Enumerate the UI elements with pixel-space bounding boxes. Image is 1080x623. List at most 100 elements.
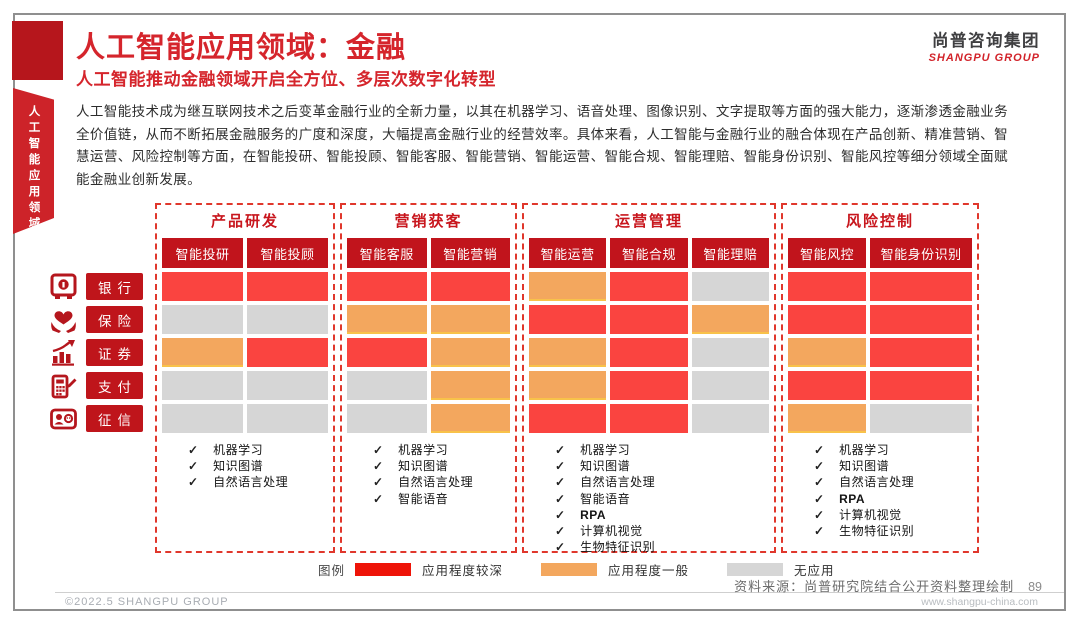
matrix-cell-row	[529, 272, 769, 301]
industry-row-label: 支付	[50, 371, 155, 400]
tech-item: ✓ 计算机视觉	[555, 523, 769, 539]
matrix-group: 产品研发 智能投研 智能投顾 ✓ 机器学习 ✓ 知识图谱 ✓ 自然语言处理	[155, 203, 335, 553]
column-header: 智能营销	[430, 238, 510, 268]
industry-label: 支付	[86, 372, 143, 399]
matrix-cell	[529, 338, 607, 367]
title-block: 人工智能应用领域：金融 人工智能推动金融领域开启全方位、多层次数字化转型	[76, 30, 496, 91]
copyright-text: ©2022.5 SHANGPU GROUP	[65, 596, 229, 608]
check-icon: ✓	[188, 459, 199, 474]
matrix-cell-row	[162, 305, 328, 334]
matrix-cell	[347, 404, 427, 433]
legend: 图例 应用程度较深 应用程度一般 无应用	[318, 560, 873, 579]
matrix-cell	[870, 371, 972, 400]
matrix-cell-row	[529, 404, 769, 433]
industry-label: 银行	[86, 273, 143, 300]
tech-item-label: RPA	[580, 507, 607, 522]
page-title: 人工智能应用领域：金融	[76, 32, 407, 64]
legend-label: 图例	[318, 564, 346, 578]
check-icon: ✓	[555, 524, 566, 539]
tech-item-label: 自然语言处理	[839, 475, 915, 490]
check-icon: ✓	[814, 491, 825, 506]
matrix-cell	[347, 371, 427, 400]
check-icon: ✓	[814, 507, 825, 522]
matrix-cell	[162, 338, 243, 367]
check-icon: ✓	[814, 443, 825, 457]
tech-item: ✓ 智能语音	[555, 491, 769, 507]
logo-en-text: SHANGPU GROUP	[928, 52, 1040, 64]
matrix-cell	[529, 305, 607, 334]
tech-list: ✓ 机器学习 ✓ 知识图谱 ✓ 自然语言处理 ✓ RPA ✓ 计算机视觉 ✓ 生物特征识别	[788, 442, 972, 539]
tech-item: ✓ 生物特征识别	[555, 539, 769, 555]
industry-row-label: 保险	[50, 305, 155, 334]
matrix-cell	[529, 404, 607, 433]
matrix-cell	[162, 371, 243, 400]
tech-item-label: 生物特征识别	[839, 524, 915, 539]
matrix-cell	[610, 338, 688, 367]
column-header: 智能投顾	[247, 238, 328, 268]
column-header-row: 智能运营 智能合规 智能理赔	[529, 238, 769, 268]
matrix-group: 运营管理 智能运营 智能合规 智能理赔 ✓ 机器学习 ✓ 知识图谱 ✓ 自然语言处理 ✓ 智能语音 ✓ R…	[522, 203, 776, 555]
check-icon: ✓	[555, 540, 566, 555]
tech-item: ✓ 自然语言处理	[555, 474, 769, 490]
matrix-group: 风险控制 智能风控 智能身份识别 ✓ 机器学习 ✓ 知识图谱 ✓ 自然语言处理 ✓ RPA ✓ 计算机视…	[781, 203, 979, 553]
matrix-cell	[162, 305, 243, 334]
tech-item-label: 生物特征识别	[580, 540, 656, 555]
matrix-cell	[162, 272, 243, 301]
tech-item: ✓ 自然语言处理	[188, 474, 328, 490]
matrix-cell-row	[788, 338, 972, 367]
legend-text: 应用程度较深	[422, 564, 504, 578]
legend-item: 应用程度一般	[541, 560, 689, 579]
column-header: 智能运营	[529, 238, 607, 268]
tech-item-label: 智能语音	[580, 491, 631, 506]
matrix-cell	[691, 404, 769, 433]
matrix-cell-row	[347, 305, 510, 334]
matrix-cell	[788, 338, 867, 367]
matrix-cell	[162, 404, 243, 433]
matrix-cell-row	[529, 371, 769, 400]
industry-row-label: 银行	[50, 272, 155, 301]
column-header-row: 智能风控 智能身份识别	[788, 238, 972, 268]
tech-item: ✓ RPA	[814, 491, 972, 507]
matrix-cell-row	[347, 371, 510, 400]
industry-row-label: 证券	[50, 338, 155, 367]
tech-item-label: 机器学习	[398, 443, 449, 457]
tech-list: ✓ 机器学习 ✓ 知识图谱 ✓ 自然语言处理 ✓ 智能语音	[347, 442, 510, 507]
matrix-cell-row	[788, 272, 972, 301]
tech-item: ✓ 自然语言处理	[814, 474, 972, 490]
industry-label: 保险	[86, 306, 143, 333]
legend-swatch	[727, 563, 784, 576]
matrix-cell	[347, 272, 427, 301]
matrix-cell	[870, 338, 972, 367]
tech-item-label: 机器学习	[580, 443, 631, 457]
tech-item-label: 计算机视觉	[839, 507, 902, 522]
website-url: www.shangpu-china.com	[921, 596, 1038, 608]
tech-item-label: 机器学习	[213, 443, 264, 457]
check-icon: ✓	[555, 507, 566, 522]
column-header-row: 智能客服 智能营销	[347, 238, 510, 268]
matrix-cell	[691, 272, 769, 301]
matrix-cell-row	[529, 305, 769, 334]
matrix-cell-row	[162, 371, 328, 400]
legend-item: 无应用	[727, 560, 835, 579]
matrix-cell	[247, 272, 328, 301]
matrix-cell	[247, 305, 328, 334]
matrix-row-labels: 银行 保险 证券 支付 征信	[50, 203, 155, 553]
page-subtitle: 人工智能推动金融领域开启全方位、多层次数字化转型	[76, 70, 496, 89]
matrix-cell-row	[347, 404, 510, 433]
matrix-cell-row	[162, 404, 328, 433]
legend-text: 应用程度一般	[608, 564, 690, 578]
matrix-cell	[430, 338, 510, 367]
industry-label: 证券	[86, 339, 143, 366]
check-icon: ✓	[373, 443, 384, 457]
matrix-cell	[788, 272, 867, 301]
tech-item: ✓ 知识图谱	[555, 458, 769, 474]
check-icon: ✓	[373, 459, 384, 474]
tech-item: ✓ 机器学习	[555, 442, 769, 458]
tech-item-label: 知识图谱	[580, 459, 631, 474]
tech-item: ✓ 知识图谱	[373, 458, 510, 474]
matrix-group: 营销获客 智能客服 智能营销 ✓ 机器学习 ✓ 知识图谱 ✓ 自然语言处理 ✓ 智能语音	[340, 203, 517, 553]
safe-icon	[50, 273, 77, 300]
matrix-cell	[430, 305, 510, 334]
tech-item-label: 知识图谱	[839, 459, 890, 474]
chart-up-icon	[50, 339, 77, 366]
